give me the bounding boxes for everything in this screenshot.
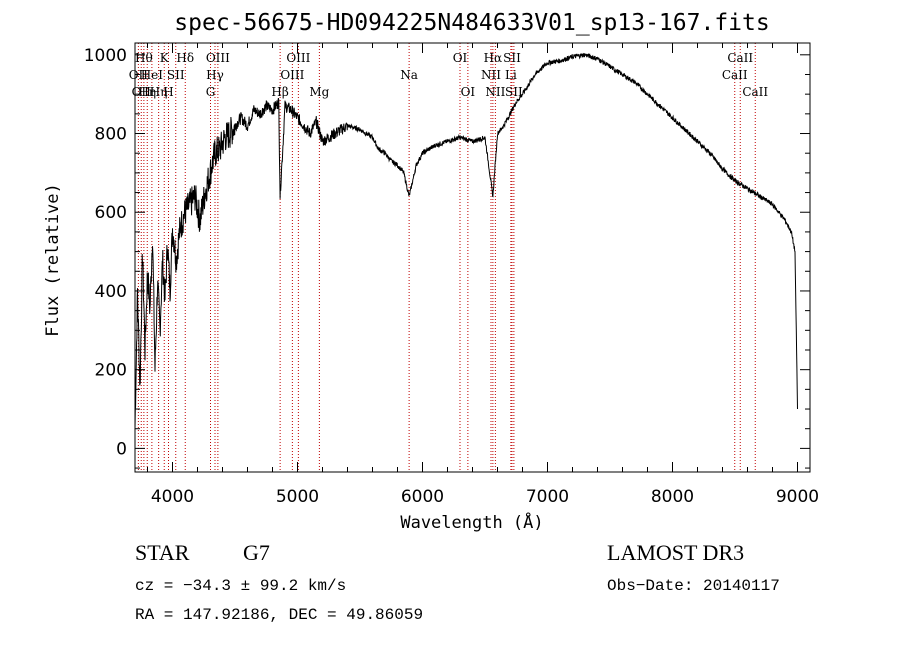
y-tick-label: 1000 xyxy=(84,46,127,66)
spectral-line-label: H xyxy=(163,85,173,99)
redshift-velocity: cz = −34.3 ± 99.2 km/s xyxy=(135,577,346,595)
y-axis-ticks: 0 200 400 600 800 1000 xyxy=(84,46,810,469)
spectral-line-label: OIII xyxy=(286,51,310,65)
spectral-line-markers xyxy=(137,43,756,472)
spectrum-series-line xyxy=(134,52,798,430)
coordinates: RA = 147.92186, DEC = 49.86059 xyxy=(135,606,423,624)
spectral-line-label: OII xyxy=(132,85,152,99)
x-tick-label: 7000 xyxy=(526,487,569,507)
y-axis-label: Flux (relative) xyxy=(43,183,63,337)
spectral-line-label: Hβ xyxy=(271,85,288,99)
y-tick-label: 0 xyxy=(116,439,127,459)
spectral-line-label: CaII xyxy=(742,85,768,99)
spectral-line-label: OI xyxy=(453,51,468,65)
x-tick-label: 8000 xyxy=(651,487,694,507)
spectral-line-label: G xyxy=(206,85,216,99)
observation-date: Obs−Date: 20140117 xyxy=(607,577,780,595)
x-tick-label: 9000 xyxy=(776,487,819,507)
spectral-line-label: Na xyxy=(400,68,418,82)
spectral-line-labels: OII OII Hθ Hη HeI Hη K H SII Hδ G Hγ OIII Hβ OIII OIII M… xyxy=(129,51,769,99)
spectral-line-label: HeI xyxy=(141,68,164,82)
spectral-line-label: Mg xyxy=(309,85,329,99)
object-subclass: G7 xyxy=(243,540,270,565)
y-tick-label: 600 xyxy=(95,203,127,223)
spectral-line-label: OIII xyxy=(280,68,304,82)
spectral-line-label: NII xyxy=(485,85,505,99)
plot-frame xyxy=(134,42,811,473)
spectral-line-label: OIII xyxy=(206,51,230,65)
chart-title: spec-56675-HD094225N484633V01_sp13-167.f… xyxy=(174,10,769,36)
spectral-line-label: Hα xyxy=(484,51,503,65)
spectral-line-label: SII xyxy=(167,68,185,82)
spectral-line-label: Hθ xyxy=(135,51,153,65)
spectral-line-label: Hγ xyxy=(206,68,224,82)
survey-name: LAMOST DR3 xyxy=(607,540,744,565)
spectral-line-label: CaII xyxy=(727,51,753,65)
spectral-line-label: SII xyxy=(503,51,521,65)
spectral-line-label: Hη xyxy=(138,85,156,99)
spectral-line-label: K xyxy=(160,51,170,65)
y-tick-label: 800 xyxy=(95,125,127,145)
spectral-line-label: OII xyxy=(129,68,149,82)
spectral-line-label: Hδ xyxy=(176,51,194,65)
spectral-line-label: Li xyxy=(505,68,517,82)
x-tick-label: 5000 xyxy=(276,487,319,507)
x-tick-label: 4000 xyxy=(151,487,194,507)
x-axis-label: Wavelength (Å) xyxy=(400,511,543,533)
spectral-line-label: OI xyxy=(461,85,476,99)
spectral-line-label: NII xyxy=(481,68,501,82)
y-tick-label: 400 xyxy=(95,282,127,302)
object-class: STAR xyxy=(135,540,190,565)
spectral-line-label: CaII xyxy=(722,68,748,82)
x-axis-ticks: 4000 5000 6000 7000 8000 9000 xyxy=(147,43,819,507)
spectral-line-label: Hη xyxy=(150,85,168,99)
y-tick-label: 200 xyxy=(95,361,127,381)
x-tick-label: 6000 xyxy=(401,487,444,507)
spectral-line-label: SII xyxy=(505,85,523,99)
